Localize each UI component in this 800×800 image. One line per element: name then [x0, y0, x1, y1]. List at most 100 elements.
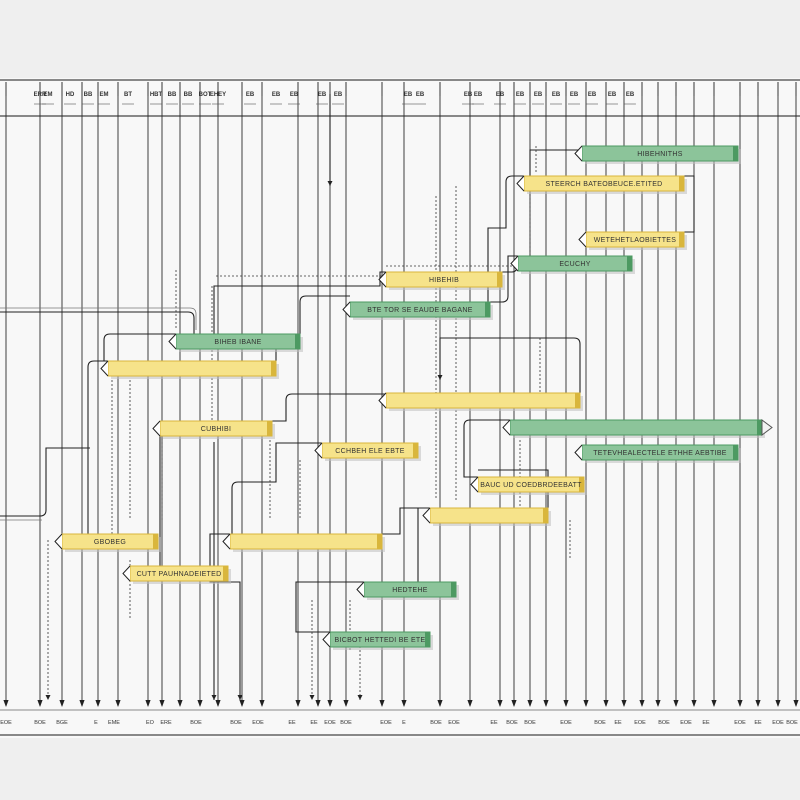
grid-arrowhead: [755, 700, 761, 707]
grid-arrowhead: [159, 700, 165, 707]
arrowhead: [237, 695, 243, 700]
bar-end-cap: [497, 272, 502, 287]
bar-start-marker: [578, 231, 587, 248]
bar-end-cap: [485, 302, 490, 317]
grid-arrowhead: [583, 700, 589, 707]
arrowhead: [211, 695, 217, 700]
grid-arrowhead: [259, 700, 265, 707]
grid-arrowhead: [343, 700, 349, 707]
bar-end-cap: [575, 393, 580, 408]
header-label: EB: [416, 92, 425, 98]
header-label: EB: [516, 92, 525, 98]
task-label: ECUCHY: [559, 261, 590, 268]
footer-label: EO: [146, 720, 155, 726]
grid-arrowhead: [775, 700, 781, 707]
grid-arrowhead: [673, 700, 679, 707]
task-bar: STEERCH BATEOBEUCE.ETITED: [516, 175, 687, 194]
bar-start-marker: [322, 631, 331, 648]
task-label: CCHBEH ELE EBTE: [335, 448, 404, 455]
header-label: EB: [496, 92, 505, 98]
task-bar: BICBOT HETTEDI BE ETE: [322, 631, 433, 650]
bar-start-marker: [574, 145, 583, 162]
connector: [62, 360, 108, 535]
connector: [382, 507, 430, 535]
task-bar: [222, 533, 385, 552]
header-label: EB: [272, 92, 281, 98]
footer-label: BOE: [658, 720, 670, 726]
header-label: EB: [404, 92, 413, 98]
connector: [299, 295, 350, 334]
footer-label: BGE: [56, 720, 68, 726]
footer-label: EOE: [448, 720, 460, 726]
bar-start-marker: [516, 175, 525, 192]
footer-label: EOE: [560, 720, 572, 726]
footer-label: EE: [288, 720, 296, 726]
grid-arrowhead: [177, 700, 183, 707]
footer-label: BOE: [506, 720, 518, 726]
grid-arrowhead: [295, 700, 301, 707]
footer-label: EOE: [734, 720, 746, 726]
grid-arrowhead: [467, 700, 473, 707]
footer-label: BOE: [594, 720, 606, 726]
bar-start-marker: [470, 476, 479, 493]
task-bars: HIBEHNITHS STEERCH BATEOBEUCE.ETITED WETEH…: [54, 145, 773, 650]
task-label: HIBEHNITHS: [637, 151, 682, 158]
header-label: EB: [570, 92, 579, 98]
bar-start-marker: [100, 360, 109, 377]
grid-arrowhead: [691, 700, 697, 707]
bar-end-cap: [733, 146, 738, 161]
bar-end-cap: [267, 421, 272, 436]
grid-arrowhead: [511, 700, 517, 707]
grid-arrowhead: [59, 700, 65, 707]
header-label: EM: [100, 92, 109, 98]
task-label: STEERCH BATEOBEUCE.ETITED: [545, 181, 662, 188]
task-bar: HIBEHNITHS: [574, 145, 741, 164]
bar-start-marker: [342, 301, 351, 318]
footer-label: ERE: [160, 720, 172, 726]
bar-arrow-tip: [761, 419, 773, 436]
bar-fill: [429, 507, 549, 524]
connector: [490, 255, 518, 303]
task-bar: [422, 507, 551, 526]
task-bar: CUTT PAUHNADEIETED: [122, 565, 231, 584]
header-label: EB: [534, 92, 543, 98]
bar-start-marker: [168, 333, 177, 350]
task-bar: HEDTEHE: [356, 581, 459, 600]
grid-arrowhead: [655, 700, 661, 707]
header-label: EB: [290, 92, 299, 98]
bar-end-cap: [413, 443, 418, 458]
bar-end-cap: [271, 361, 276, 376]
connector: [272, 393, 386, 422]
header-label: EM: [44, 92, 53, 98]
footer-label: EE: [490, 720, 498, 726]
task-label: BIHEB IBANE: [214, 339, 261, 346]
grid-arrowhead: [711, 700, 717, 707]
footer-label: EE: [702, 720, 710, 726]
connector: [103, 333, 176, 361]
footer-label: BOE: [524, 720, 536, 726]
footer-label: BOE: [430, 720, 442, 726]
header-label: BB: [84, 92, 93, 98]
footer-label: BOE: [34, 720, 46, 726]
task-label: HEDTEHE: [392, 587, 428, 594]
task-label: BTE TOR SE EAUDE BAGANE: [367, 307, 472, 314]
grid-arrowhead: [639, 700, 645, 707]
task-label: TETEVHEALECTELE ETHHE AEBTIBE: [593, 450, 727, 457]
task-bar: TETEVHEALECTELE ETHHE AEBTIBE: [574, 444, 741, 463]
task-bar: CUBHIBI: [152, 420, 275, 439]
task-bar: [378, 392, 583, 411]
bar-end-cap: [733, 445, 738, 460]
connector: [684, 175, 695, 233]
timeline-footer: EOE BOE BGE E EME EO ERE BOE BOE EOE EE EE EOE BOE EOE…: [0, 720, 798, 726]
footer-label: BOE: [340, 720, 352, 726]
bar-start-marker: [54, 533, 63, 550]
task-label: GBOBEG: [94, 539, 126, 546]
grid-arrowhead: [197, 700, 203, 707]
task-label: HIBEHIB: [429, 277, 459, 284]
footer-label: EOE: [634, 720, 646, 726]
header-label: EHEY: [210, 92, 226, 98]
grid-arrowhead: [79, 700, 85, 707]
grid-arrowhead: [145, 700, 151, 707]
